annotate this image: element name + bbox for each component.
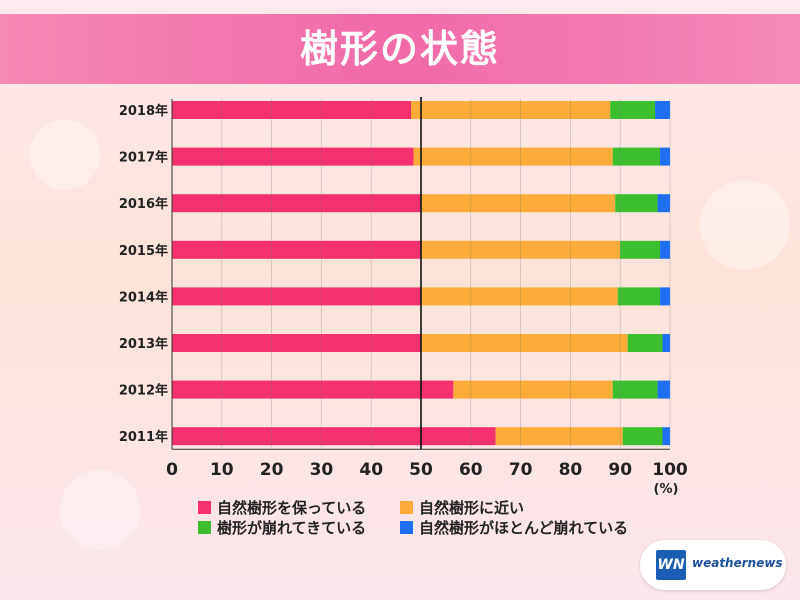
legend-swatch-good bbox=[198, 501, 211, 514]
y-tick-label: 2012年 bbox=[119, 383, 168, 399]
bar-segment-collapsing bbox=[610, 101, 656, 119]
bar-segment-mostly-collapsed bbox=[662, 427, 670, 446]
x-tick-label: 90 bbox=[608, 460, 632, 480]
legend-label-near: 自然樹形に近い bbox=[419, 499, 525, 517]
x-tick-label: 40 bbox=[359, 460, 383, 480]
bar-segment-collapsing bbox=[612, 147, 661, 166]
x-tick-label: 80 bbox=[559, 460, 583, 480]
background-petal bbox=[60, 470, 140, 550]
title-banner: 樹形の状態 bbox=[0, 14, 800, 84]
bar-segment-near bbox=[495, 427, 623, 446]
y-tick-label: 2011年 bbox=[119, 429, 168, 445]
y-tick-label: 2017年 bbox=[119, 150, 168, 166]
bar-segment-near bbox=[421, 287, 618, 306]
bar-segment-good bbox=[172, 427, 496, 446]
bar-segment-near bbox=[421, 194, 616, 213]
y-tick-label: 2015年 bbox=[119, 243, 168, 259]
bar-segment-near bbox=[421, 334, 628, 352]
bar-segment-good bbox=[172, 194, 421, 213]
bar-segment-collapsing bbox=[615, 194, 658, 213]
bar-segment-good bbox=[172, 101, 412, 119]
legend-swatch-near bbox=[400, 501, 413, 514]
bar-segment-mostly-collapsed bbox=[657, 380, 670, 399]
x-unit-label: (%) bbox=[654, 482, 679, 497]
bar-segment-near bbox=[411, 101, 611, 119]
x-tick-label: 20 bbox=[260, 460, 284, 480]
bar-segment-near bbox=[453, 380, 613, 399]
x-tick-label: 10 bbox=[210, 460, 234, 480]
bar-segment-mostly-collapsed bbox=[660, 147, 670, 166]
x-tick-label: 30 bbox=[310, 460, 334, 480]
x-tick-label: 50 bbox=[409, 460, 433, 480]
logo-text: weathernews bbox=[692, 556, 783, 570]
bar-segment-near bbox=[421, 240, 621, 259]
legend-item-collapsing: 樹形が崩れてきている bbox=[198, 517, 366, 538]
background-petal bbox=[700, 180, 790, 270]
bar-segment-good bbox=[172, 240, 421, 259]
bar-segment-collapsing bbox=[612, 380, 658, 399]
bar-segment-near bbox=[413, 147, 613, 166]
chart-title: 樹形の状態 bbox=[299, 27, 500, 71]
y-tick-label: 2013年 bbox=[119, 336, 168, 352]
legend-label-good: 自然樹形を保っている bbox=[217, 499, 367, 517]
bar-segment-mostly-collapsed bbox=[660, 287, 670, 306]
x-tick-label: 100 bbox=[652, 460, 688, 480]
legend-item-mostly-collapsed: 自然樹形がほとんど崩れている bbox=[400, 517, 628, 538]
bar-segment-mostly-collapsed bbox=[657, 194, 670, 213]
bar-segment-good bbox=[172, 380, 454, 399]
legend-item-good: 自然樹形を保っている bbox=[198, 497, 366, 518]
legend-label-mostly-collapsed: 自然樹形がほとんど崩れている bbox=[419, 519, 629, 537]
bar-segment-good bbox=[172, 287, 421, 306]
legend-item-near: 自然樹形に近い bbox=[400, 497, 524, 518]
bar-segment-good bbox=[172, 334, 421, 352]
bar-segment-good bbox=[172, 147, 414, 166]
background-petal bbox=[30, 120, 100, 190]
bar-segment-collapsing bbox=[620, 240, 661, 259]
x-tick-label: 0 bbox=[166, 460, 178, 480]
bar-segment-mostly-collapsed bbox=[655, 101, 670, 119]
bar-segment-collapsing bbox=[622, 427, 663, 446]
legend-swatch-mostly-collapsed bbox=[400, 521, 413, 534]
bar-segment-mostly-collapsed bbox=[660, 240, 670, 259]
y-tick-label: 2018年 bbox=[119, 103, 168, 119]
legend-swatch-collapsing bbox=[198, 521, 211, 534]
bar-segment-collapsing bbox=[617, 287, 661, 306]
bar-segment-collapsing bbox=[627, 334, 663, 352]
y-tick-label: 2016年 bbox=[119, 196, 168, 212]
x-tick-label: 60 bbox=[459, 460, 483, 480]
logo-mark: WN bbox=[656, 550, 686, 580]
weathernews-logo: WN weathernews bbox=[640, 540, 786, 590]
legend-label-collapsing: 樹形が崩れてきている bbox=[217, 519, 367, 537]
y-tick-label: 2014年 bbox=[119, 289, 168, 305]
bar-segment-mostly-collapsed bbox=[662, 334, 670, 352]
x-tick-label: 70 bbox=[509, 460, 533, 480]
